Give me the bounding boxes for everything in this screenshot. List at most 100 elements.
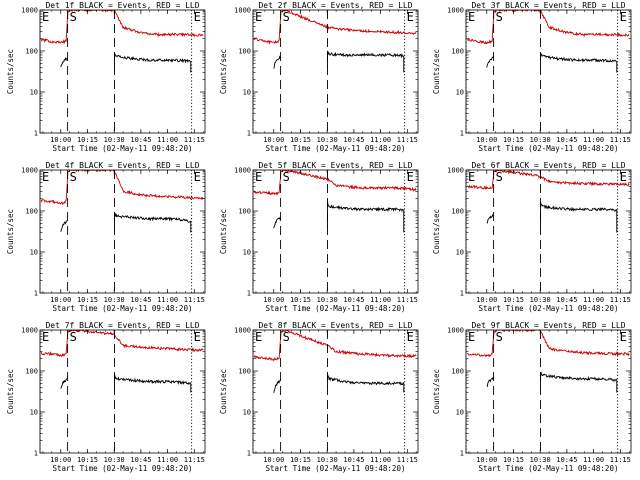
- marker-label: E: [42, 10, 49, 24]
- marker-label: E: [620, 10, 627, 24]
- series-events-line: [273, 379, 281, 393]
- series-events-line: [486, 56, 494, 68]
- y-tick-label: 1: [460, 130, 464, 138]
- x-tick-label: 11:00: [370, 296, 391, 304]
- marker-label: S: [283, 170, 290, 184]
- panel-title: Det 4f BLACK = Events, RED = LLD: [45, 161, 199, 170]
- marker-label: S: [283, 330, 290, 344]
- series-group: [40, 10, 204, 73]
- x-tick-label: 11:00: [157, 296, 178, 304]
- marker-label: S: [70, 10, 77, 24]
- marker-label: E: [407, 330, 414, 344]
- series-events-line: [273, 217, 281, 229]
- x-tick-label: 10:45: [343, 136, 364, 144]
- x-tick-label: 10:00: [476, 456, 497, 464]
- y-tick-label: 100: [25, 368, 38, 376]
- x-tick-label: 11:00: [157, 136, 178, 144]
- x-axis-label: Start Time (02-May-11 09:48:20): [479, 304, 619, 313]
- x-tick-label: 10:15: [503, 136, 524, 144]
- x-tick-label: 10:30: [530, 456, 551, 464]
- x-tick-label: 11:15: [184, 456, 205, 464]
- x-tick-label: 11:15: [397, 456, 418, 464]
- y-tick-label: 1: [460, 290, 464, 298]
- series-events-line: [486, 376, 494, 388]
- y-tick-label: 10: [30, 249, 38, 257]
- y-tick-label: 100: [25, 48, 38, 56]
- x-tick-label: 10:00: [50, 136, 71, 144]
- y-tick-label: 10: [456, 89, 464, 97]
- x-axis-label: Start Time (02-May-11 09:48:20): [266, 144, 406, 153]
- x-tick-label: 10:30: [104, 296, 125, 304]
- x-axis-label: Start Time (02-May-11 09:48:20): [479, 464, 619, 473]
- y-tick-label: 1000: [447, 327, 464, 335]
- x-tick-label: 10:00: [476, 296, 497, 304]
- series-events-line: [114, 212, 192, 233]
- y-tick-label: 1000: [21, 167, 38, 175]
- plot-frame: [39, 329, 206, 454]
- marker-label: E: [194, 330, 201, 344]
- marker-label: E: [468, 10, 475, 24]
- series-lld-line: [467, 170, 630, 190]
- y-tick-label: 100: [25, 208, 38, 216]
- x-tick-label: 10:00: [263, 136, 284, 144]
- x-tick-label: 10:15: [290, 456, 311, 464]
- y-axis-label: Counts/sec: [432, 49, 441, 94]
- series-lld-line: [253, 170, 417, 196]
- marker-label: S: [70, 330, 77, 344]
- x-tick-label: 11:15: [397, 296, 418, 304]
- x-tick-label: 11:00: [583, 456, 604, 464]
- x-tick-label: 11:00: [583, 136, 604, 144]
- marker-label: E: [407, 170, 414, 184]
- y-tick-label: 1: [247, 130, 251, 138]
- y-axis-label: Counts/sec: [432, 209, 441, 254]
- series-group: [40, 330, 204, 393]
- marker-label: S: [496, 330, 503, 344]
- series-group: [253, 10, 417, 73]
- panel-title: Det 8f BLACK = Events, RED = LLD: [258, 321, 412, 330]
- y-tick-label: 10: [456, 409, 464, 417]
- x-tick-label: 10:45: [130, 456, 151, 464]
- y-axis-label: Counts/sec: [219, 369, 228, 414]
- x-tick-label: 11:15: [610, 456, 631, 464]
- x-tick-label: 10:15: [290, 136, 311, 144]
- x-tick-label: 10:45: [130, 296, 151, 304]
- series-group: [467, 170, 630, 233]
- x-tick-label: 10:00: [50, 456, 71, 464]
- y-tick-label: 10: [243, 89, 251, 97]
- marker-label: E: [620, 330, 627, 344]
- marker-label: S: [496, 170, 503, 184]
- y-tick-label: 10: [243, 409, 251, 417]
- y-tick-label: 1: [460, 450, 464, 458]
- x-tick-label: 11:00: [370, 456, 391, 464]
- y-tick-label: 1000: [234, 327, 251, 335]
- plot-frame: [39, 9, 206, 134]
- y-tick-label: 10: [243, 249, 251, 257]
- x-tick-label: 11:00: [583, 296, 604, 304]
- panel-title: Det 1f BLACK = Events, RED = LLD: [45, 1, 199, 10]
- x-tick-label: 10:00: [50, 296, 71, 304]
- x-tick-label: 11:00: [370, 136, 391, 144]
- y-tick-label: 100: [451, 368, 464, 376]
- x-axis-label: Start Time (02-May-11 09:48:20): [53, 464, 193, 473]
- plot-frame: [39, 169, 206, 294]
- panel-title: Det 3f BLACK = Events, RED = LLD: [471, 1, 625, 10]
- x-tick-label: 11:15: [610, 136, 631, 144]
- x-axis-label: Start Time (02-May-11 09:48:20): [479, 144, 619, 153]
- plot-frame: [465, 329, 632, 454]
- series-lld-line: [253, 10, 417, 45]
- x-tick-label: 11:00: [157, 456, 178, 464]
- y-tick-label: 1000: [447, 7, 464, 15]
- marker-label: E: [620, 170, 627, 184]
- x-tick-label: 11:15: [610, 296, 631, 304]
- series-events-line: [486, 213, 494, 224]
- y-tick-label: 10: [30, 89, 38, 97]
- y-tick-label: 1000: [447, 167, 464, 175]
- series-group: [467, 330, 630, 393]
